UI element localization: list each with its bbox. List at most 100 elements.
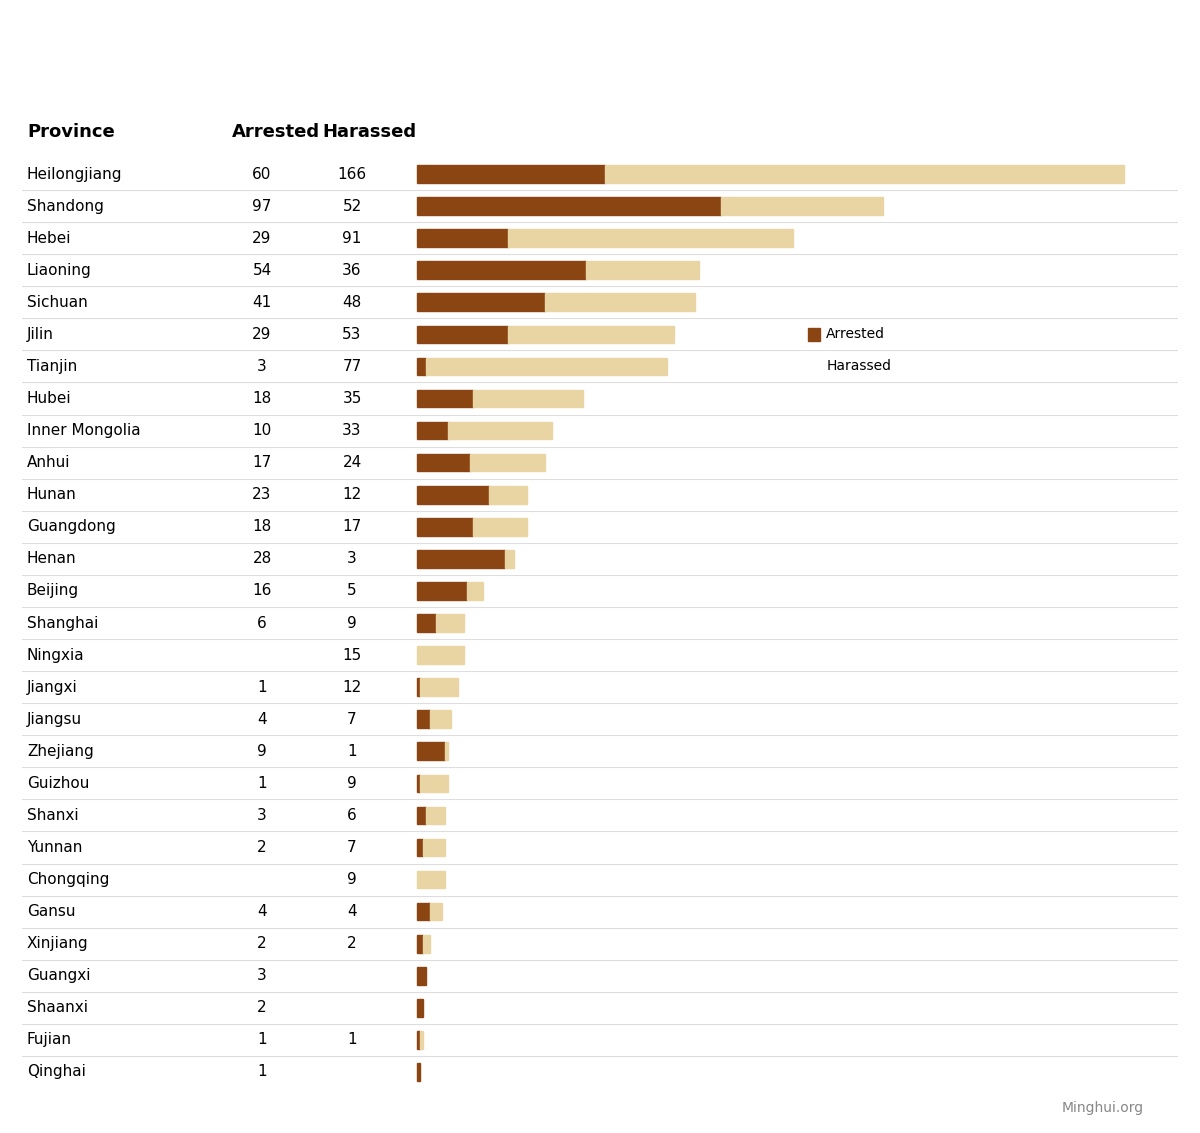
- Text: Hubei: Hubei: [28, 391, 72, 406]
- Text: Harassed: Harassed: [322, 123, 416, 140]
- Bar: [418, 775, 420, 792]
- Text: Shandong: Shandong: [28, 198, 104, 214]
- Bar: [418, 454, 470, 471]
- Bar: [449, 421, 552, 440]
- Bar: [508, 325, 673, 343]
- Text: 10: 10: [252, 423, 271, 438]
- Text: 16: 16: [252, 583, 271, 598]
- Text: Jilin: Jilin: [28, 327, 54, 342]
- Text: 4: 4: [257, 712, 266, 726]
- Bar: [418, 838, 424, 857]
- Bar: [418, 165, 605, 182]
- Text: 29: 29: [252, 327, 271, 342]
- Bar: [473, 518, 527, 536]
- Text: 1: 1: [257, 1065, 266, 1080]
- Text: 3: 3: [257, 969, 266, 983]
- Text: Liaoning: Liaoning: [28, 263, 91, 278]
- Bar: [418, 358, 426, 375]
- Text: 1: 1: [257, 1032, 266, 1047]
- Text: Qinghai: Qinghai: [28, 1065, 86, 1080]
- Text: 1: 1: [347, 1032, 356, 1047]
- Text: Gansu: Gansu: [28, 904, 76, 919]
- Bar: [418, 903, 430, 920]
- Text: 12: 12: [342, 680, 361, 695]
- Text: 33: 33: [342, 423, 361, 438]
- Text: 91: 91: [342, 231, 361, 246]
- Text: Zhejiang: Zhejiang: [28, 743, 94, 759]
- Text: Jiangsu: Jiangsu: [28, 712, 82, 726]
- Bar: [418, 390, 473, 408]
- Bar: [418, 582, 467, 599]
- Text: 2: 2: [257, 840, 266, 855]
- Text: 2: 2: [257, 1000, 266, 1015]
- Text: 36: 36: [342, 263, 361, 278]
- Text: 5: 5: [347, 583, 356, 598]
- Text: 2: 2: [347, 936, 356, 952]
- Text: 28: 28: [252, 552, 271, 566]
- Text: 52: 52: [342, 198, 361, 214]
- Text: 53: 53: [342, 327, 361, 342]
- Text: 97: 97: [252, 198, 271, 214]
- Text: 9: 9: [347, 872, 356, 887]
- Text: Henan: Henan: [28, 552, 77, 566]
- Bar: [808, 360, 821, 373]
- Bar: [508, 229, 792, 247]
- Text: 24: 24: [342, 455, 361, 470]
- Bar: [418, 293, 545, 312]
- Bar: [418, 518, 473, 536]
- Text: Guangxi: Guangxi: [28, 969, 90, 983]
- Text: Shanghai: Shanghai: [28, 615, 98, 630]
- Text: 77: 77: [342, 359, 361, 374]
- Text: 17: 17: [252, 455, 271, 470]
- Bar: [545, 293, 696, 312]
- Text: 3: 3: [257, 359, 266, 374]
- Bar: [445, 742, 449, 760]
- Text: 29: 29: [252, 231, 271, 246]
- Text: Yunnan: Yunnan: [28, 840, 83, 855]
- Bar: [505, 550, 514, 568]
- Text: Shanxi: Shanxi: [28, 808, 79, 823]
- Bar: [467, 582, 482, 599]
- Text: Anhui: Anhui: [28, 455, 71, 470]
- Bar: [418, 197, 720, 215]
- Text: 7: 7: [347, 840, 356, 855]
- Text: Arrested: Arrested: [827, 327, 886, 341]
- Text: 3: 3: [257, 808, 266, 823]
- Bar: [473, 390, 583, 408]
- Text: Hebei: Hebei: [28, 231, 72, 246]
- Bar: [418, 710, 430, 729]
- Bar: [418, 935, 424, 953]
- Text: 6: 6: [257, 615, 266, 630]
- Text: 23: 23: [252, 487, 271, 502]
- Bar: [488, 486, 527, 503]
- Text: 1: 1: [257, 776, 266, 791]
- Bar: [720, 197, 883, 215]
- Bar: [470, 454, 545, 471]
- Bar: [418, 742, 445, 760]
- Bar: [605, 165, 1124, 182]
- Bar: [436, 614, 464, 632]
- Text: Arrested: Arrested: [232, 123, 320, 140]
- Bar: [808, 327, 821, 341]
- Text: 9: 9: [257, 743, 266, 759]
- Text: Chongqing: Chongqing: [28, 872, 109, 887]
- Text: 17: 17: [342, 519, 361, 535]
- Text: Fujian: Fujian: [28, 1032, 72, 1047]
- Bar: [418, 1031, 420, 1049]
- Text: Guangdong: Guangdong: [28, 519, 115, 535]
- Text: Number of Falun Gong Practitioners Arrested and Harassed Reported in January 202: Number of Falun Gong Practitioners Arres…: [40, 43, 1078, 63]
- Bar: [586, 262, 698, 279]
- Bar: [418, 614, 436, 632]
- Bar: [418, 325, 508, 343]
- Text: Xinjiang: Xinjiang: [28, 936, 89, 952]
- Bar: [418, 1063, 420, 1081]
- Bar: [424, 935, 430, 953]
- Bar: [420, 775, 449, 792]
- Text: 9: 9: [347, 615, 356, 630]
- Text: Inner Mongolia: Inner Mongolia: [28, 423, 140, 438]
- Bar: [420, 1031, 424, 1049]
- Text: Jiangxi: Jiangxi: [28, 680, 78, 695]
- Text: 35: 35: [342, 391, 361, 406]
- Text: 4: 4: [257, 904, 266, 919]
- Text: 166: 166: [337, 167, 366, 181]
